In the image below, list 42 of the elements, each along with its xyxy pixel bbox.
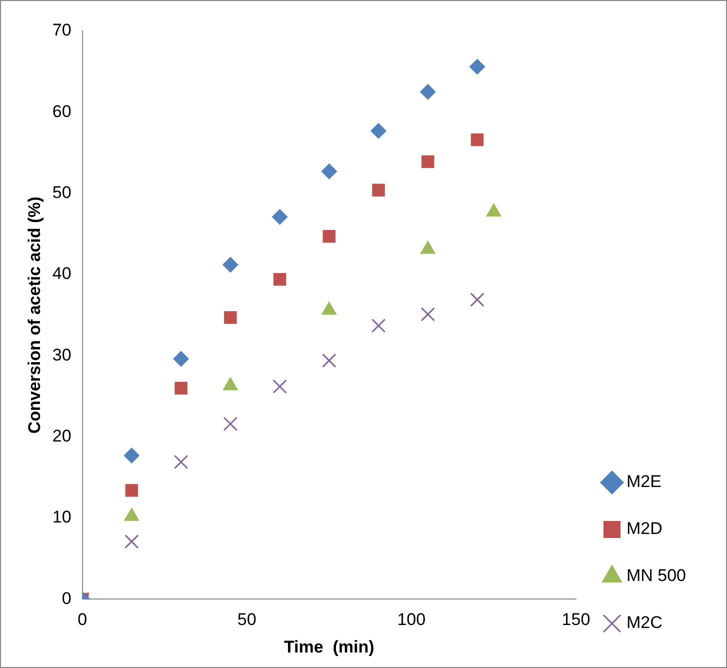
- y-tick-label: 30: [52, 345, 72, 364]
- point: [469, 58, 486, 75]
- point: [322, 230, 336, 243]
- point: [173, 350, 190, 367]
- x-axis-title: Time (min): [284, 637, 374, 656]
- point: [322, 353, 336, 368]
- point: [272, 379, 287, 394]
- point: [321, 163, 338, 180]
- point: [420, 84, 436, 100]
- y-tick-label: 70: [52, 20, 72, 40]
- legend-label: M2D: [626, 519, 662, 538]
- point: [222, 256, 238, 273]
- y-axis-title: Conversion of acetic acid (%): [24, 196, 44, 434]
- point: [124, 534, 139, 549]
- y-tick-label: 40: [52, 264, 72, 284]
- point: [370, 122, 387, 139]
- legend-label: MN 500: [626, 566, 686, 586]
- point: [470, 292, 484, 307]
- point: [223, 416, 238, 431]
- x-tick-label: 0: [78, 610, 88, 630]
- point: [372, 184, 385, 196]
- y-tick-label: 10: [52, 508, 72, 527]
- point: [224, 311, 237, 324]
- x-tick-label: 100: [397, 610, 426, 630]
- point: [422, 155, 434, 168]
- x-tick-label: 150: [562, 610, 590, 630]
- point: [125, 484, 138, 497]
- point: [174, 382, 188, 395]
- x-tick-label: 50: [237, 610, 256, 630]
- y-tick-label: 20: [52, 426, 72, 446]
- point: [272, 208, 288, 225]
- legend-label: M2C: [626, 613, 662, 632]
- y-tick-label: 0: [62, 588, 72, 608]
- point: [174, 454, 188, 470]
- point: [371, 318, 386, 333]
- y-tick-label: 60: [52, 102, 72, 121]
- point: [470, 133, 484, 146]
- point: [273, 273, 286, 286]
- point: [420, 307, 435, 322]
- legend-label: M2E: [626, 472, 662, 492]
- y-tick-label: 50: [52, 183, 72, 202]
- point: [124, 448, 140, 464]
